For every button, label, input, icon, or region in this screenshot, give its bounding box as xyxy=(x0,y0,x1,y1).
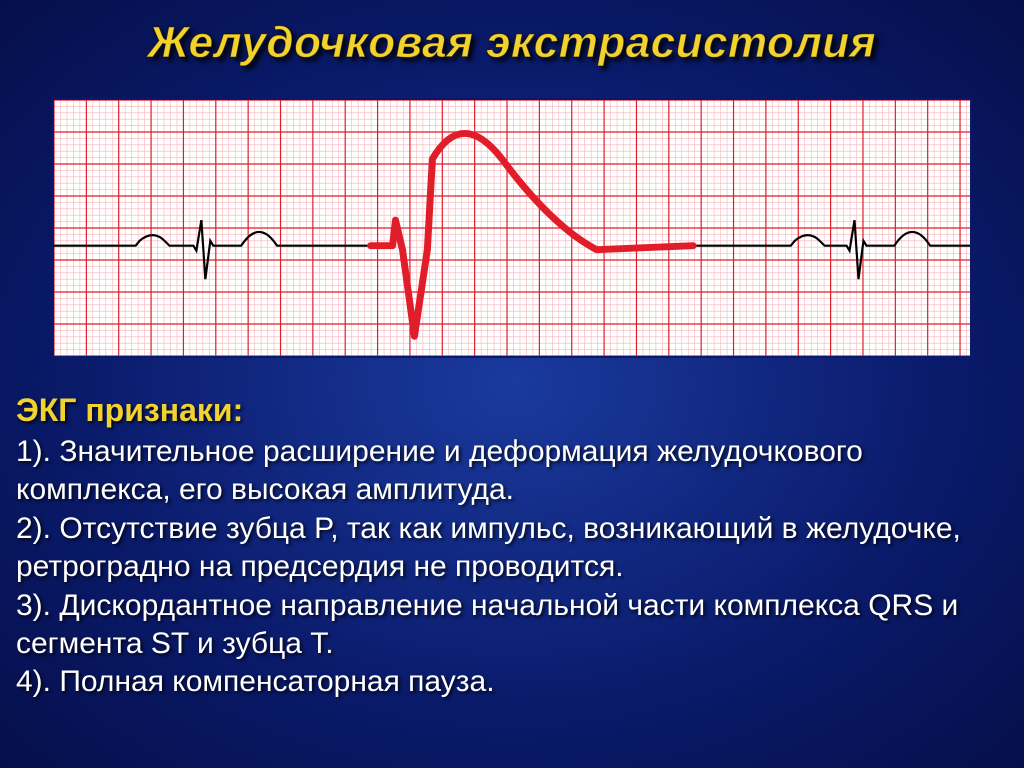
slide-root: Желудочковая экстрасистолия ЭКГ признаки… xyxy=(0,0,1024,768)
list-item: 4). Полная компенсаторная пауза. xyxy=(16,663,1008,701)
list-item: 1). Значительное расширение и деформация… xyxy=(16,433,1008,510)
ecg-svg xyxy=(54,100,970,356)
text-block: ЭКГ признаки: 1). Значительное расширени… xyxy=(16,390,1008,702)
slide-title: Желудочковая экстрасистолия xyxy=(0,0,1024,68)
list-item: 3). Дискордантное направление начальной … xyxy=(16,587,1008,664)
ecg-normal-trace xyxy=(54,220,970,279)
ecg-signs-heading: ЭКГ признаки: xyxy=(16,390,1008,431)
ecg-diagram xyxy=(52,98,972,358)
list-item: 2). Отсутствие зубца P, так как импульс,… xyxy=(16,510,1008,587)
